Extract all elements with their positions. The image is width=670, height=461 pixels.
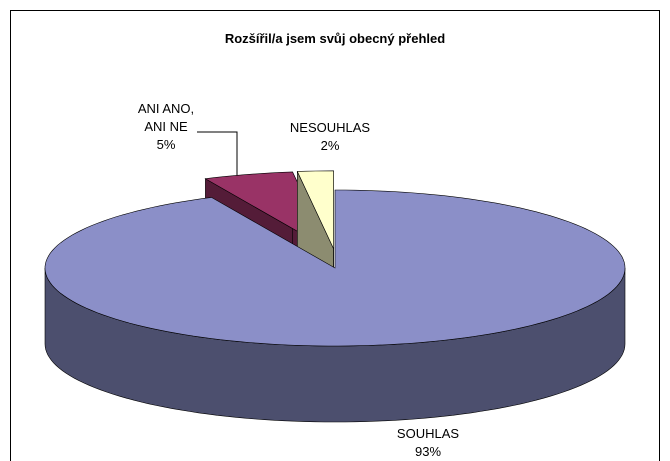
slice-label-name: SOUHLAS bbox=[396, 426, 460, 441]
slice-label: ANI ANO, ANI NE 5% bbox=[128, 100, 204, 154]
chart-title: Rozšířil/a jsem svůj obecný přehled bbox=[224, 31, 446, 46]
slice-label-name: ANI ANO, ANI NE bbox=[137, 101, 195, 134]
slice-label-name: NESOUHLAS bbox=[289, 120, 371, 135]
slice bbox=[296, 170, 334, 249]
slice-label-value: 2% bbox=[320, 138, 340, 153]
slice bbox=[44, 189, 626, 347]
slice-label-value: 5% bbox=[156, 137, 176, 152]
leader-line bbox=[197, 131, 238, 176]
slice-label: NESOUHLAS 2% bbox=[275, 119, 385, 155]
slice-label: SOUHLAS 93% bbox=[378, 425, 478, 461]
slice-label-value: 93% bbox=[414, 444, 442, 459]
chart-frame bbox=[10, 10, 660, 461]
